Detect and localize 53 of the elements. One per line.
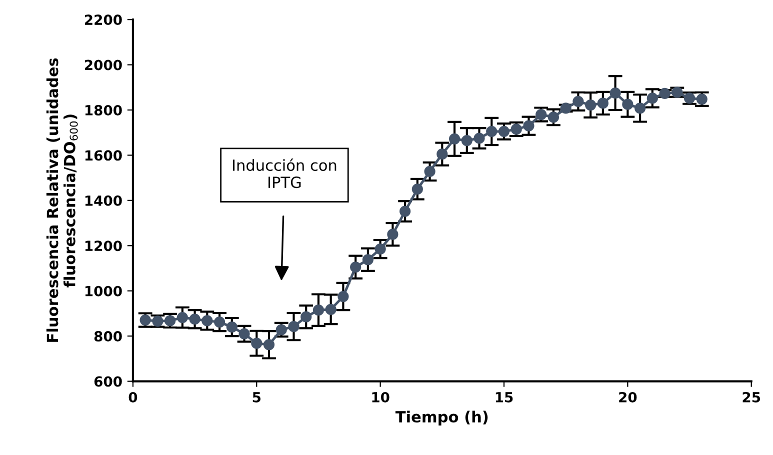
point [312,304,324,316]
point [486,126,498,138]
point [622,98,634,110]
point [597,98,608,109]
y-tick-label: 600 [94,376,122,387]
x-tick-label: 15 [496,392,513,402]
point [325,304,336,315]
point [412,184,423,195]
x-tick-label: 0 [128,392,138,402]
point [288,321,300,332]
y-tick-label: 2200 [84,14,122,26]
point [189,314,200,325]
point [634,102,646,114]
point [251,338,262,349]
point [350,262,362,273]
point [176,312,188,324]
point [610,87,621,99]
point [523,120,534,132]
point [202,315,213,326]
y-tick-label: 1800 [85,104,122,116]
point [362,254,374,266]
annotation: Inducción con IPTG [232,158,336,188]
y-tick-label: 1400 [85,195,122,206]
point [238,328,250,340]
point [461,134,472,146]
x-axis-title: Tiempo (h) [395,410,488,426]
y-tick-label: 1200 [85,240,122,252]
point [387,228,398,240]
x-tick-label: 5 [252,392,260,402]
point [436,148,448,160]
y-tick-label: 2000 [84,60,122,70]
point [646,92,658,104]
y-tick-label: 800 [94,331,122,342]
x-tick-label: 10 [372,392,390,402]
point [548,112,560,123]
point [424,166,436,178]
y-tick-label: 1000 [85,286,122,296]
x-tick-label: 20 [619,392,637,402]
point [338,290,349,302]
point [226,321,238,333]
x-tick-label: 25 [742,392,760,402]
point [399,206,411,217]
point [263,339,275,350]
y-tick-label: 1600 [85,150,122,161]
point [448,133,460,144]
point [374,243,386,255]
point [585,99,596,111]
y-axis-title: Fluorescencia Relativa (unidades fluorescencia/DO$_{600}$) [46,58,78,342]
point [474,132,485,144]
point [214,316,226,328]
point [300,311,312,322]
point [498,126,510,138]
point [572,96,584,107]
